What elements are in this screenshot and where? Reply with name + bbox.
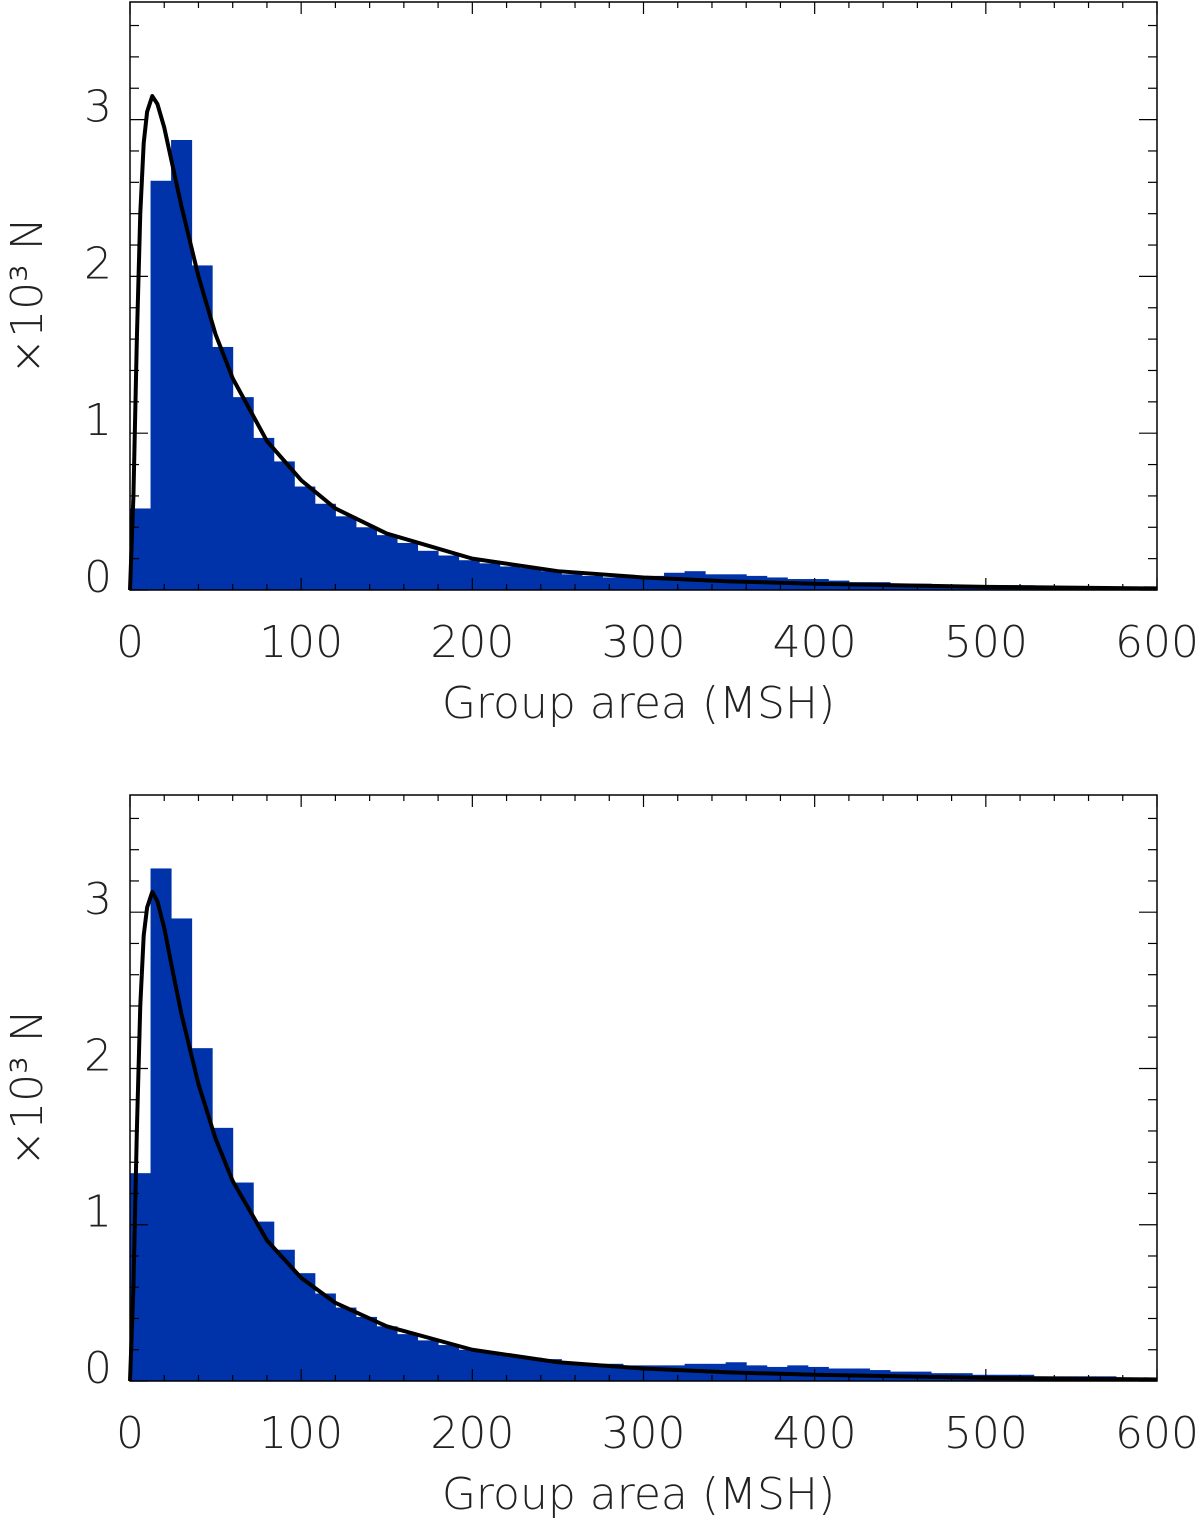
histogram-bar [581,1363,603,1381]
histogram-bar [253,437,275,590]
histogram-bar [540,571,562,590]
histogram-bar [499,566,521,590]
x-tick-label: 600 [1115,617,1199,668]
histogram-bar [458,560,480,590]
x-tick-label: 200 [430,1408,514,1459]
x-tick-label: 300 [602,617,686,668]
histogram-bar [561,574,583,590]
histogram-bar [191,265,213,590]
x-axis-label: Group area (MSH) [442,678,835,729]
x-tick-label: 600 [1115,1408,1199,1459]
y-tick-label: 3 [84,874,112,925]
x-tick-label: 300 [602,1408,686,1459]
x-tick-label: 0 [116,617,144,668]
histogram-bar [212,346,234,590]
x-tick-label: 100 [259,617,343,668]
x-axis-label: Group area (MSH) [442,1469,835,1520]
y-tick-label: 0 [84,1343,112,1394]
histogram-bar [314,1293,336,1381]
histogram-bar [438,555,460,590]
fit-curve [128,889,1158,1382]
y-tick-label: 2 [84,1030,112,1081]
y-axis-label: ×10³ N [2,1009,53,1166]
histogram-bar [253,1221,275,1381]
histogram-bar [520,568,542,590]
histogram-bar [294,486,316,590]
histogram-bar [273,461,295,590]
x-tick-label: 500 [944,1408,1028,1459]
histogram-bar [458,1349,480,1381]
histogram-bar [191,1048,213,1381]
histogram-bar [171,139,193,590]
histogram-bar [232,1182,254,1381]
histogram-bar [438,1345,460,1381]
fit-curve [128,94,1158,591]
x-tick-label: 100 [259,1408,343,1459]
histogram-bar [294,1273,316,1381]
y-tick-label: 0 [84,552,112,603]
histogram-bar [622,577,644,590]
histogram-bar [479,563,501,590]
histogram-bar [664,572,686,590]
histogram-bar [232,397,254,590]
x-tick-label: 400 [773,1408,857,1459]
histogram-bar [212,1127,234,1381]
x-tick-label: 400 [773,617,857,668]
y-tick-label: 3 [84,82,112,133]
histogram-bar [130,508,152,590]
y-tick-label: 2 [84,238,112,289]
histogram-bar [376,535,398,590]
histogram-bar [417,1340,439,1381]
histogram-bar [581,575,603,590]
histogram-bar [335,1307,357,1381]
histogram-bar [314,503,336,590]
histogram-bar [479,1352,501,1381]
histogram-bar [376,1326,398,1381]
x-tick-label: 0 [116,1408,144,1459]
histogram-bar [561,1362,583,1381]
histogram-bar [397,542,419,590]
histogram-bar [273,1249,295,1381]
histogram-bar [150,868,172,1381]
histogram-bar [150,180,172,590]
x-tick-label: 200 [430,617,514,668]
y-axis-label: ×10³ N [2,217,53,374]
histogram-bar [540,1359,562,1381]
y-tick-label: 1 [84,395,112,446]
y-tick-label: 1 [84,1187,112,1238]
histogram-bar [499,1355,521,1381]
histogram-bar [335,516,357,590]
histogram-bar [397,1334,419,1381]
histogram-bar [417,550,439,590]
histogram-bar [602,577,624,590]
histogram-bar [355,1316,377,1381]
histogram-bar [355,527,377,590]
histogram-bar [520,1357,542,1381]
x-tick-label: 500 [944,617,1028,668]
